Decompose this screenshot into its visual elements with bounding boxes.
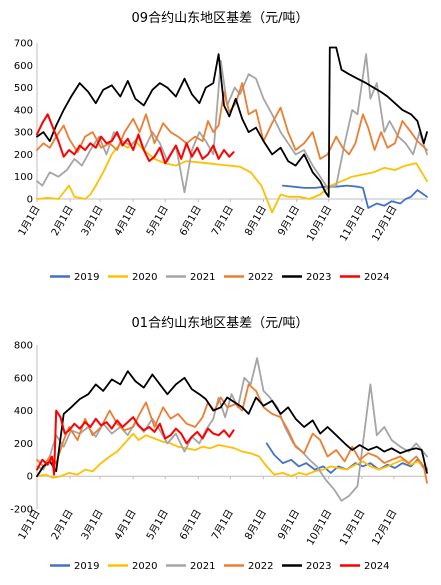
x-tick-label: 11月1日 xyxy=(337,508,367,548)
y-tick-label: 500 xyxy=(14,83,33,94)
legend-label: 2020 xyxy=(132,272,157,283)
x-tick-label: 1月1日 xyxy=(16,204,43,238)
chart-09-basis: 09合约山东地区基差（元/吨） 0 100 200 300 400 500 600 700 1月… xyxy=(14,11,428,283)
legend-label: 2024 xyxy=(364,561,389,572)
x-tick-label: 3月1日 xyxy=(79,204,106,238)
x-tick-label: 12月1日 xyxy=(370,508,400,548)
x-tick-label: 4月1日 xyxy=(112,204,139,238)
series-line-2021 xyxy=(36,357,428,502)
x-tick-label: 2月1日 xyxy=(49,508,76,542)
series-line-2023 xyxy=(36,370,428,478)
x-tick-label: 3月1日 xyxy=(79,508,106,542)
legend-label: 2019 xyxy=(74,561,99,572)
x-tick-label: 11月1日 xyxy=(337,204,367,244)
series-line-2024 xyxy=(36,113,235,165)
x-tick-label: 5月1日 xyxy=(144,204,171,238)
x-tick-label: 9月1日 xyxy=(275,508,302,542)
series-line-2019 xyxy=(281,184,428,209)
legend-item-2023: 2023 xyxy=(282,272,331,283)
legend-label: 2022 xyxy=(248,272,273,283)
x-tick-label: 10月1日 xyxy=(304,204,334,244)
legend-item-2021: 2021 xyxy=(166,561,215,572)
legend-item-2019: 2019 xyxy=(50,561,99,572)
legend-label: 2019 xyxy=(74,272,99,283)
x-tick-label: 4月1日 xyxy=(112,508,139,542)
x-tick-label: 7月1日 xyxy=(209,204,236,238)
series-line-2020 xyxy=(36,140,428,214)
y-tick-label: 400 xyxy=(14,105,33,116)
series-line-2020 xyxy=(36,432,428,479)
y-tick-label: 100 xyxy=(14,172,33,183)
chart-title: 09合约山东地区基差（元/吨） xyxy=(132,11,309,26)
x-tick-label: 8月1日 xyxy=(242,204,269,238)
legend-item-2023: 2023 xyxy=(282,561,331,572)
legend-label: 2023 xyxy=(306,272,331,283)
y-tick-label: 400 xyxy=(14,406,33,417)
legend-item-2019: 2019 xyxy=(50,272,99,283)
series-line-2022 xyxy=(36,383,428,484)
x-tick-label: 6月1日 xyxy=(177,204,204,238)
legend-item-2022: 2022 xyxy=(224,561,273,572)
y-tick-label: 700 xyxy=(14,39,33,50)
legend-label: 2021 xyxy=(190,561,215,572)
x-tick-label: 9月1日 xyxy=(275,204,302,238)
x-tick-label: 7月1日 xyxy=(209,508,236,542)
x-tick-label: 5月1日 xyxy=(144,508,171,542)
x-tick-label: 8月1日 xyxy=(242,508,269,542)
legend-label: 2020 xyxy=(132,561,157,572)
series-line-2023 xyxy=(36,46,428,198)
legend-item-2021: 2021 xyxy=(166,272,215,283)
y-tick-label: 200 xyxy=(14,439,33,450)
y-tick-label: 0 xyxy=(27,472,33,483)
x-tick-label: 6月1日 xyxy=(177,508,204,542)
series-line-2021 xyxy=(36,53,428,194)
legend-item-2024: 2024 xyxy=(340,272,389,283)
x-tick-label: 12月1日 xyxy=(370,204,400,244)
series-line-2024 xyxy=(36,409,235,476)
y-tick-label: 300 xyxy=(14,128,33,139)
y-tick-label: 600 xyxy=(14,373,33,384)
y-tick-label: -200 xyxy=(10,505,33,516)
legend-item-2020: 2020 xyxy=(108,561,157,572)
legend-label: 2021 xyxy=(190,272,215,283)
chart-title: 01合约山东地区基差（元/吨） xyxy=(132,316,309,331)
legend-item-2020: 2020 xyxy=(108,272,157,283)
y-tick-label: 0 xyxy=(27,195,33,206)
legend-item-2024: 2024 xyxy=(340,561,389,572)
y-tick-label: 200 xyxy=(14,150,33,161)
y-tick-label: 800 xyxy=(14,341,33,352)
x-tick-label: 10月1日 xyxy=(304,508,334,548)
x-tick-label: 2月1日 xyxy=(49,204,76,238)
legend-label: 2022 xyxy=(248,561,273,572)
legend-item-2022: 2022 xyxy=(224,272,273,283)
legend-label: 2024 xyxy=(364,272,389,283)
legend-label: 2023 xyxy=(306,561,331,572)
series-line-2022 xyxy=(36,82,428,160)
y-tick-label: 600 xyxy=(14,61,33,72)
